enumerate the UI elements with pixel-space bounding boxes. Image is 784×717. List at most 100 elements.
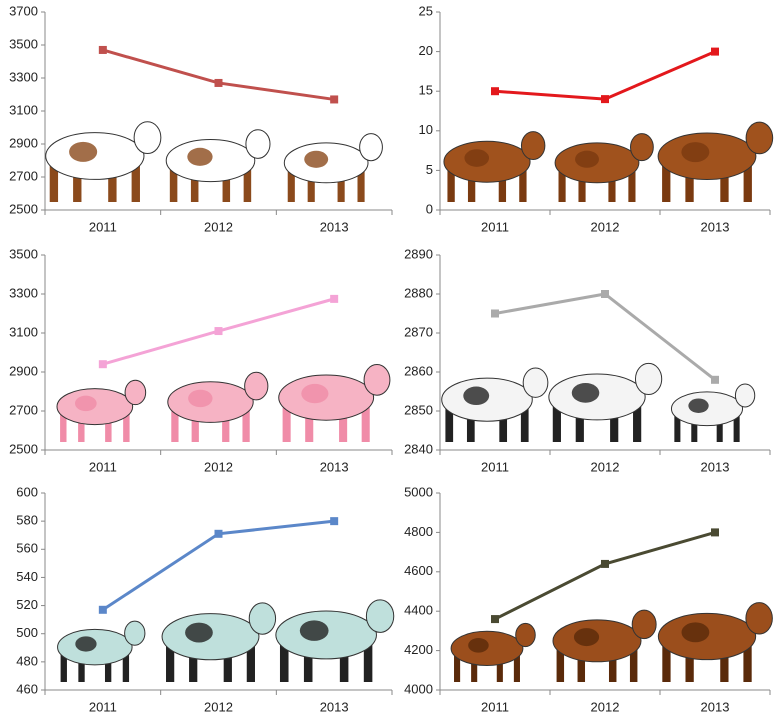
x-tick-label: 2011 — [481, 459, 509, 474]
point-marker — [491, 309, 499, 318]
icon-leg — [629, 640, 638, 682]
icon-head — [631, 609, 657, 640]
icon-leg — [223, 636, 232, 682]
animal-icon — [441, 367, 549, 442]
y-tick-label: 520 — [16, 597, 38, 612]
icon-leg — [685, 156, 694, 202]
icon-spot — [681, 142, 710, 163]
icon-leg — [552, 396, 561, 442]
icon-head — [734, 383, 756, 408]
y-tick-label: 15 — [419, 83, 433, 98]
icon-leg — [733, 408, 740, 442]
icon-head — [522, 367, 549, 398]
icon-leg — [720, 156, 729, 202]
point-marker — [330, 517, 339, 526]
icon-spot — [75, 636, 97, 652]
icon-leg — [610, 396, 619, 442]
x-tick-label: 2011 — [89, 219, 117, 234]
icon-head — [634, 362, 663, 395]
x-tick-label: 2013 — [701, 219, 730, 234]
x-tick-label: 2012 — [591, 459, 620, 474]
icon-leg — [691, 408, 698, 442]
animal-icon — [670, 383, 756, 442]
point-marker — [98, 605, 107, 614]
x-tick-label: 2012 — [204, 699, 233, 714]
animal-icon — [450, 622, 536, 682]
y-tick-label: 5000 — [404, 484, 433, 499]
y-tick-label: 3100 — [9, 102, 38, 117]
icon-leg — [720, 636, 729, 682]
icon-head — [363, 364, 391, 396]
point-marker — [330, 294, 339, 303]
series-line — [102, 48, 335, 101]
icon-leg — [608, 640, 617, 682]
point-marker — [491, 87, 499, 96]
y-tick-label: 560 — [16, 541, 38, 556]
icon-leg — [662, 156, 671, 202]
icon-leg — [499, 399, 508, 442]
y-tick-label: 2700 — [9, 402, 38, 417]
y-tick-label: 4400 — [404, 603, 433, 618]
animal-icon — [275, 599, 395, 682]
point-marker — [330, 95, 339, 104]
icon-head — [515, 622, 536, 648]
icon-spot — [187, 147, 213, 166]
icon-spot — [681, 622, 710, 643]
icon-leg — [287, 162, 295, 202]
icon-leg — [519, 161, 527, 202]
icon-leg — [633, 396, 642, 442]
icon-leg — [222, 160, 231, 202]
y-tick-label: 2870 — [404, 324, 433, 339]
animal-icon — [657, 121, 774, 202]
icon-head — [359, 133, 383, 162]
icon-head — [244, 371, 269, 401]
icon-leg — [49, 156, 59, 202]
icon-leg — [520, 399, 529, 442]
animal-icon — [554, 133, 654, 202]
animal-icon — [443, 131, 546, 202]
x-tick-label: 2013 — [701, 459, 730, 474]
icon-leg — [123, 406, 130, 442]
y-tick-label: 3300 — [9, 285, 38, 300]
icon-spot — [575, 150, 599, 168]
x-tick-label: 2012 — [591, 699, 620, 714]
icon-leg — [513, 648, 520, 682]
icon-leg — [363, 634, 373, 682]
y-tick-label: 3300 — [9, 69, 38, 84]
animal-icon — [161, 602, 277, 682]
point-marker — [601, 290, 609, 298]
icon-leg — [169, 160, 178, 202]
animal-icon — [167, 371, 269, 442]
icon-spot — [571, 383, 600, 403]
x-tick-label: 2013 — [320, 219, 349, 234]
icon-spot — [304, 150, 329, 168]
animal-icon — [283, 133, 383, 202]
icon-leg — [466, 399, 475, 442]
y-tick-label: 2880 — [404, 285, 433, 300]
x-tick-label: 2012 — [204, 459, 233, 474]
x-tick-label: 2013 — [320, 459, 349, 474]
icon-leg — [743, 636, 752, 682]
x-tick-label: 2011 — [481, 219, 509, 234]
point-marker — [601, 559, 609, 568]
icon-leg — [674, 408, 681, 442]
icon-head — [745, 121, 774, 155]
point-marker — [98, 360, 107, 369]
x-tick-label: 2011 — [89, 459, 117, 474]
icon-leg — [78, 647, 85, 682]
x-tick-label: 2011 — [481, 699, 509, 714]
icon-head — [745, 602, 773, 635]
point-marker — [711, 375, 719, 384]
icon-head — [520, 131, 546, 161]
icon-spot — [688, 398, 709, 413]
icon-leg — [307, 162, 315, 202]
y-tick-label: 540 — [16, 569, 38, 584]
y-tick-label: 4000 — [404, 681, 433, 696]
icon-leg — [60, 406, 67, 442]
icon-leg — [628, 162, 636, 202]
icon-leg — [73, 156, 82, 202]
y-tick-label: 3500 — [9, 36, 38, 51]
series-line — [494, 50, 716, 101]
y-tick-label: 0 — [426, 201, 433, 216]
